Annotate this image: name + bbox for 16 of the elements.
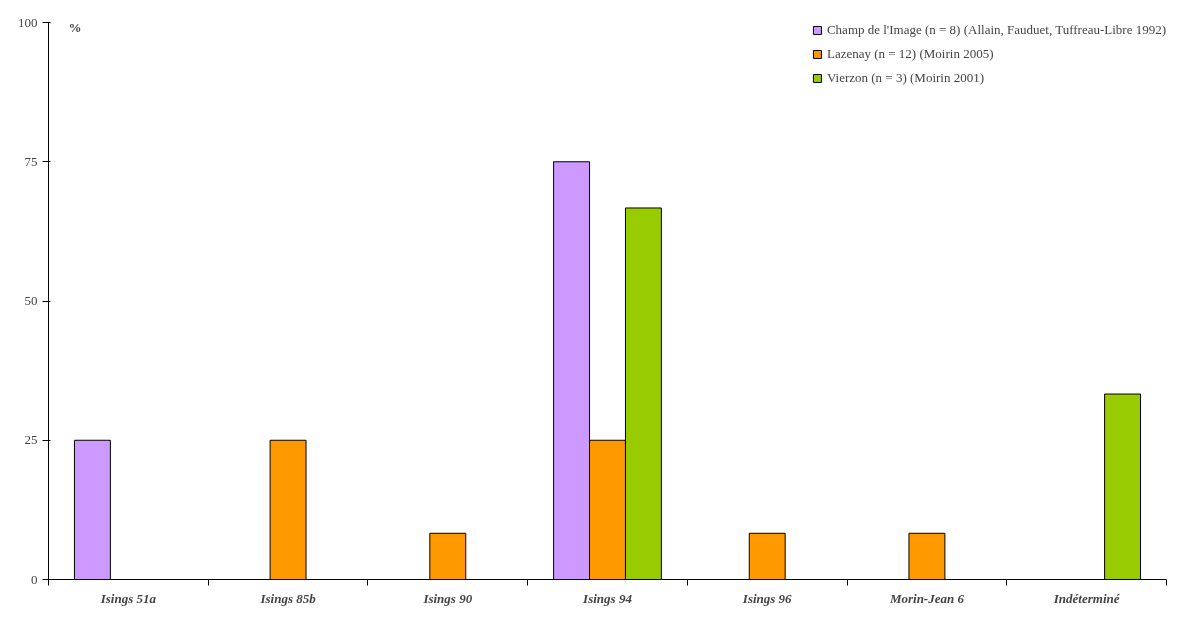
x-tick-label: Isings 51a: [99, 590, 157, 606]
legend-label: Lazenay (n = 12) (Moirin 2005): [826, 46, 994, 62]
x-tick-label: Isings 85b: [259, 590, 317, 606]
x-tick-label: Isings 94: [582, 590, 633, 606]
y-tick-label: 100: [18, 14, 38, 30]
y-tick-label: 50: [24, 293, 38, 308]
y-axis-title: %: [68, 19, 82, 35]
y-tick-label: 25: [24, 432, 38, 448]
legend-label: Vierzon (n = 3) (Moirin 2001): [826, 70, 985, 86]
x-tick-label: Indéterminé: [1052, 590, 1121, 606]
x-tick-label: Morin-Jean 6: [888, 590, 965, 606]
x-tick-label: Isings 96: [741, 590, 793, 606]
y-tick-label: 75: [24, 153, 38, 169]
x-tick-label: Isings 90: [422, 590, 473, 606]
y-tick-label: 0: [31, 571, 38, 587]
legend-label: Champ de l'Image (n = 8) (Allain, Fauduet, Tuffreau-Libre 1992): [826, 22, 1166, 38]
